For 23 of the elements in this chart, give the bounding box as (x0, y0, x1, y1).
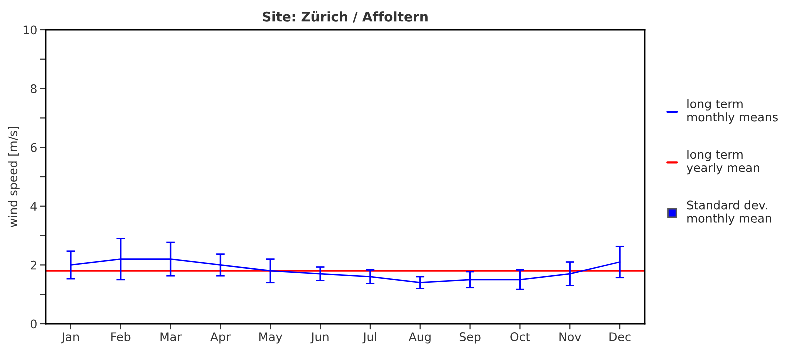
x-tick-label: May (260, 332, 282, 344)
x-tick-label: Mar (160, 332, 182, 342)
text: Standard dev. monthly mean (687, 200, 772, 226)
legend-label: long term monthly means (688, 99, 778, 124)
x-tick-label: Dec (610, 332, 631, 342)
x-tick-label: Oct (510, 332, 530, 342)
x-tick-label: Nov (560, 332, 582, 342)
x-tick-label: Jun (310, 332, 329, 344)
y-axis-title: wind speed [m/s] (8, 127, 20, 228)
x-tick-label: Apr (210, 332, 231, 344)
y-tick-label: 2 (31, 260, 36, 270)
chart-title: Site: Zürich / Affoltern (263, 11, 428, 23)
x-tick-label: Jul (362, 332, 376, 344)
x-tick-label: Jan (61, 332, 80, 344)
x-tick-label: Sep (460, 332, 481, 344)
legend-label: long term yearly mean (686, 150, 760, 175)
y-tick-label: 4 (30, 202, 38, 211)
y-tick-label: 10 (24, 26, 37, 35)
y-tick-label: 6 (30, 143, 37, 152)
y-tick-label: 0 (30, 320, 37, 329)
y-tick-label: 8 (30, 84, 37, 94)
x-tick-label: Aug (408, 332, 431, 344)
x-tick-label: Feb (112, 332, 131, 342)
